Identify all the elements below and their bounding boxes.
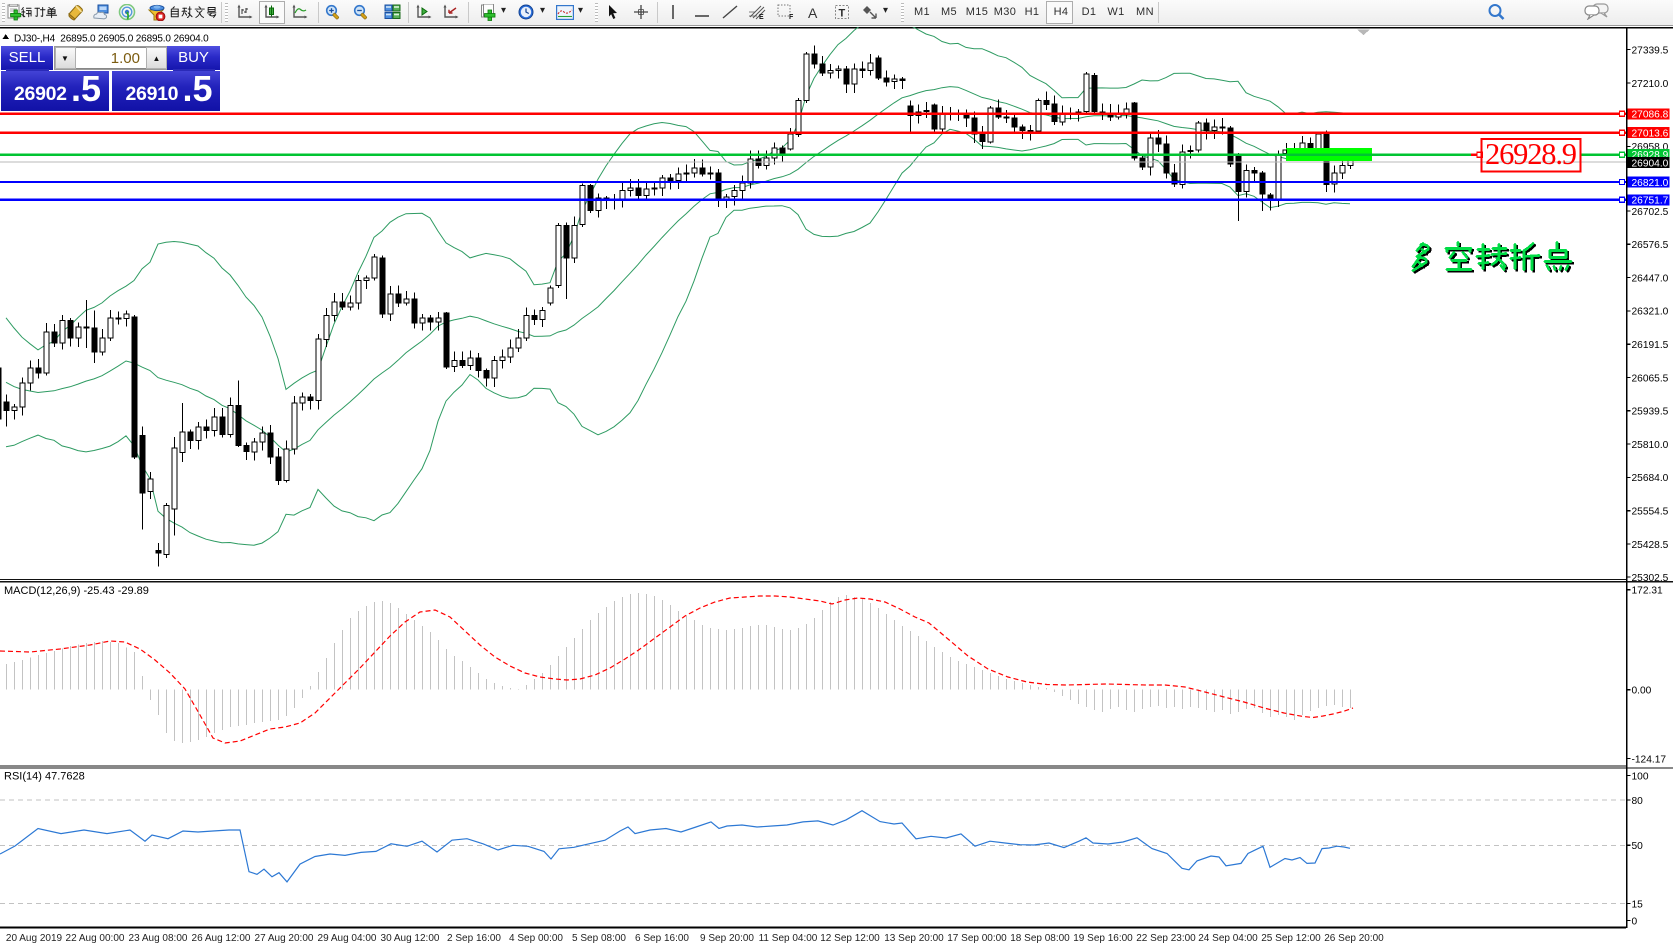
svg-text:25939.5: 25939.5 [1632, 407, 1669, 418]
svg-text:15: 15 [1632, 899, 1644, 910]
svg-text:27086.8: 27086.8 [1632, 110, 1669, 121]
svg-text:26576.5: 26576.5 [1632, 240, 1669, 251]
svg-text:-124.17: -124.17 [1632, 754, 1667, 765]
svg-text:0.00: 0.00 [1632, 686, 1652, 697]
svg-text:20 Aug 2019: 20 Aug 2019 [6, 933, 63, 944]
svg-text:26928.9: 26928.9 [1485, 137, 1577, 171]
svg-text:25554.5: 25554.5 [1632, 507, 1669, 518]
svg-text:26 Aug 12:00: 26 Aug 12:00 [192, 933, 251, 944]
svg-text:13 Sep 20:00: 13 Sep 20:00 [884, 933, 944, 944]
svg-text:T: T [839, 8, 846, 20]
svg-text:25428.5: 25428.5 [1632, 540, 1669, 551]
svg-text:80: 80 [1632, 796, 1644, 807]
svg-text:0: 0 [1632, 916, 1638, 927]
svg-text:12 Sep 12:00: 12 Sep 12:00 [820, 933, 880, 944]
svg-text:MACD(12,26,9) -25.43 -29.89: MACD(12,26,9) -25.43 -29.89 [4, 585, 149, 597]
svg-text:26447.0: 26447.0 [1632, 273, 1669, 284]
svg-text:19 Sep 16:00: 19 Sep 16:00 [1073, 933, 1133, 944]
svg-text:22 Aug 00:00: 22 Aug 00:00 [66, 933, 125, 944]
svg-text:172.31: 172.31 [1632, 586, 1663, 597]
svg-text:100: 100 [1632, 771, 1649, 782]
svg-text:27210.0: 27210.0 [1632, 79, 1669, 90]
svg-text:25810.0: 25810.0 [1632, 440, 1669, 451]
svg-text:17 Sep 00:00: 17 Sep 00:00 [947, 933, 1007, 944]
svg-text:4 Sep 00:00: 4 Sep 00:00 [509, 933, 563, 944]
svg-text:26928.9: 26928.9 [1632, 150, 1669, 161]
svg-text:E: E [759, 14, 764, 20]
svg-text:11 Sep 04:00: 11 Sep 04:00 [759, 933, 818, 944]
svg-text:9 Sep 20:00: 9 Sep 20:00 [700, 933, 754, 944]
svg-text:26 Sep 20:00: 26 Sep 20:00 [1324, 933, 1384, 944]
svg-text:30 Aug 12:00: 30 Aug 12:00 [381, 933, 440, 944]
svg-text:RSI(14) 47.7628: RSI(14) 47.7628 [4, 771, 85, 783]
svg-text:27 Aug 20:00: 27 Aug 20:00 [255, 933, 314, 944]
svg-text:26702.5: 26702.5 [1632, 207, 1669, 218]
svg-text:27013.6: 27013.6 [1632, 128, 1669, 139]
svg-text:2 Sep 16:00: 2 Sep 16:00 [447, 933, 501, 944]
svg-text:50: 50 [1632, 841, 1644, 852]
svg-text:F: F [789, 14, 794, 20]
svg-text:26958.0: 26958.0 [1632, 142, 1669, 153]
svg-text:26751.7: 26751.7 [1632, 196, 1669, 207]
svg-text:26191.5: 26191.5 [1632, 340, 1669, 351]
svg-text:25302.5: 25302.5 [1632, 573, 1669, 584]
svg-text:24 Sep 04:00: 24 Sep 04:00 [1198, 933, 1258, 944]
svg-text:29 Aug 04:00: 29 Aug 04:00 [318, 933, 377, 944]
svg-text:25684.0: 25684.0 [1632, 473, 1669, 484]
svg-text:25 Sep 12:00: 25 Sep 12:00 [1261, 933, 1321, 944]
svg-text:26065.5: 26065.5 [1632, 373, 1669, 384]
svg-text:5 Sep 08:00: 5 Sep 08:00 [572, 933, 626, 944]
svg-text:22 Sep 23:00: 22 Sep 23:00 [1136, 933, 1196, 944]
svg-text:26821.0: 26821.0 [1632, 178, 1669, 189]
svg-text:26904.0: 26904.0 [1632, 158, 1669, 169]
svg-text:18 Sep 08:00: 18 Sep 08:00 [1010, 933, 1070, 944]
svg-text:A: A [808, 5, 818, 20]
svg-text:27339.5: 27339.5 [1632, 45, 1669, 56]
svg-text:DJ30-,H4 26895.0 26905.0 2689: DJ30-,H4 26895.0 26905.0 26895.0 26904.0 [14, 34, 209, 45]
svg-text:23 Aug 08:00: 23 Aug 08:00 [129, 933, 188, 944]
svg-text:26321.0: 26321.0 [1632, 307, 1669, 318]
svg-text:6 Sep 16:00: 6 Sep 16:00 [635, 933, 689, 944]
